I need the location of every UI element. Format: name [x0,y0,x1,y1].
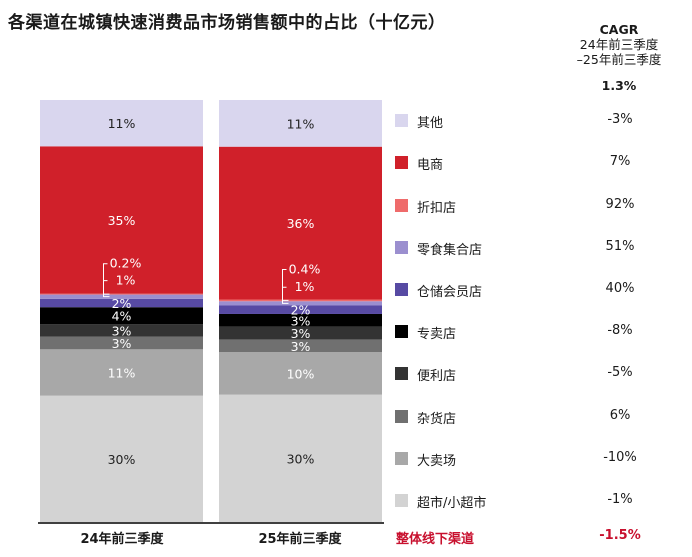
bar-segment-2-1 [219,394,382,522]
segment-label-1-4: 3% [112,323,132,338]
segment-label-1-7: 1% [116,273,136,288]
segment-label-1-5: 4% [112,309,132,324]
legend-label: 零食集合店 [417,242,483,258]
bar-segment-1-7 [40,294,203,299]
legend-cagr-value: 7% [609,154,631,170]
legend-cagr-value: -8% [607,323,633,339]
bar-segment-2-6 [219,305,382,314]
bar-segment-2-9 [219,146,382,300]
segment-label-1-10: 11% [108,116,136,131]
legend-label: 电商 [417,158,444,174]
legend-cagr-value: 6% [609,407,631,423]
legend-cagr-value: -5% [607,365,633,381]
legend-swatch [395,325,408,339]
legend-swatch [395,198,408,212]
cagr-total: 1.3% [601,78,637,93]
bar-segment-2-5 [219,313,382,327]
legend-label: 超市/小超市 [417,495,487,511]
legend-label: 便利店 [417,369,457,385]
legend-item: 超市/小超市 -1% [395,491,685,511]
segment-label-2-5: 3% [291,313,311,328]
bar-segment-2-10 [219,100,382,147]
x-label-bar-2: 25年前三季度 [258,532,342,547]
bar-segment-1-8 [40,293,203,295]
callout-line-2-8 [282,269,289,301]
segment-label-2-4: 3% [291,326,311,341]
legend-cagr-value: -3% [607,112,633,128]
cagr-header-title: CAGR [599,22,639,37]
legend-item: 折扣店 92% [395,196,685,216]
legend-item: 杂货店 6% [395,407,685,427]
cagr-header: CAGR 24年前三季度 –25年前三季度 [560,22,678,67]
bar-segment-2-2 [219,352,382,395]
segment-label-2-1: 30% [287,451,315,466]
legend-swatch [395,451,408,465]
segment-label-1-8: 0.2% [110,256,142,271]
legend-swatch [395,493,408,507]
segment-label-2-6: 2% [291,303,311,318]
legend-swatch [395,409,408,423]
legend-item: 零食集合店 51% [395,238,685,258]
legend-label: 专卖店 [417,327,457,343]
legend-cagr-value: 40% [605,280,635,296]
legend-item: 电商 7% [395,153,685,173]
chart-title: 各渠道在城镇快速消费品市场销售额中的占比（十亿元） [8,13,446,33]
legend-label: 仓储会员店 [417,284,483,300]
legend-cagr-value: -10% [603,449,637,465]
legend-swatch [395,156,408,170]
legend-swatch [395,240,408,254]
segment-label-1-3: 3% [112,336,132,351]
total-row-value: -1.5% [599,528,641,543]
legend-label: 折扣店 [417,200,457,216]
bar-segment-1-2 [40,349,203,396]
legend-swatch [395,282,408,296]
segment-label-2-2: 10% [287,366,315,381]
legend-label: 大卖场 [417,453,457,469]
segment-label-1-6: 2% [112,296,132,311]
bar-segment-1-9 [40,146,203,294]
segment-label-2-3: 3% [291,339,311,354]
bar-segment-1-3 [40,336,203,350]
legend-cagr-value: 92% [605,196,635,212]
bar-segment-1-5 [40,307,203,325]
legend-item: 仓储会员店 40% [395,280,685,300]
legend-label: 杂货店 [417,411,457,427]
legend: 其他 -3% 电商 7% 折扣店 92% 零食集合店 51% 仓储会员店 40% 专卖店 -8% 便利店… [395,100,685,522]
legend-cagr-value: 51% [605,238,635,254]
bar-segment-1-10 [40,100,203,147]
x-label-bar-1: 24年前三季度 [80,532,164,547]
segment-label-2-10: 11% [287,116,315,131]
legend-label: 其他 [417,116,444,132]
segment-label-2-7: 1% [295,279,315,294]
bar-segment-2-3 [219,339,382,353]
cagr-header-period-start: 24年前三季度 [579,37,659,52]
segment-label-2-8: 0.4% [289,262,321,277]
segment-label-1-1: 30% [108,452,136,467]
legend-item: 大卖场 -10% [395,449,685,469]
legend-swatch [395,367,408,381]
segment-label-2-9: 36% [287,216,315,231]
callout-line-1-8 [103,263,110,295]
legend-item: 其他 -3% [395,111,685,131]
segment-label-1-9: 35% [108,213,136,228]
bar-segment-2-4 [219,326,382,340]
bar-segment-1-6 [40,298,203,308]
bar-segment-1-1 [40,395,203,522]
cagr-header-period-end: –25年前三季度 [576,52,662,67]
legend-cagr-value: -1% [607,491,633,507]
bar-segment-2-8 [219,299,382,302]
total-row-label: 整体线下渠道 [396,532,475,547]
legend-swatch [395,114,408,128]
bar-segment-2-7 [219,301,382,306]
legend-item: 便利店 -5% [395,364,685,384]
legend-item: 专卖店 -8% [395,322,685,342]
bar-segment-1-4 [40,324,203,337]
segment-label-1-2: 11% [108,365,136,380]
